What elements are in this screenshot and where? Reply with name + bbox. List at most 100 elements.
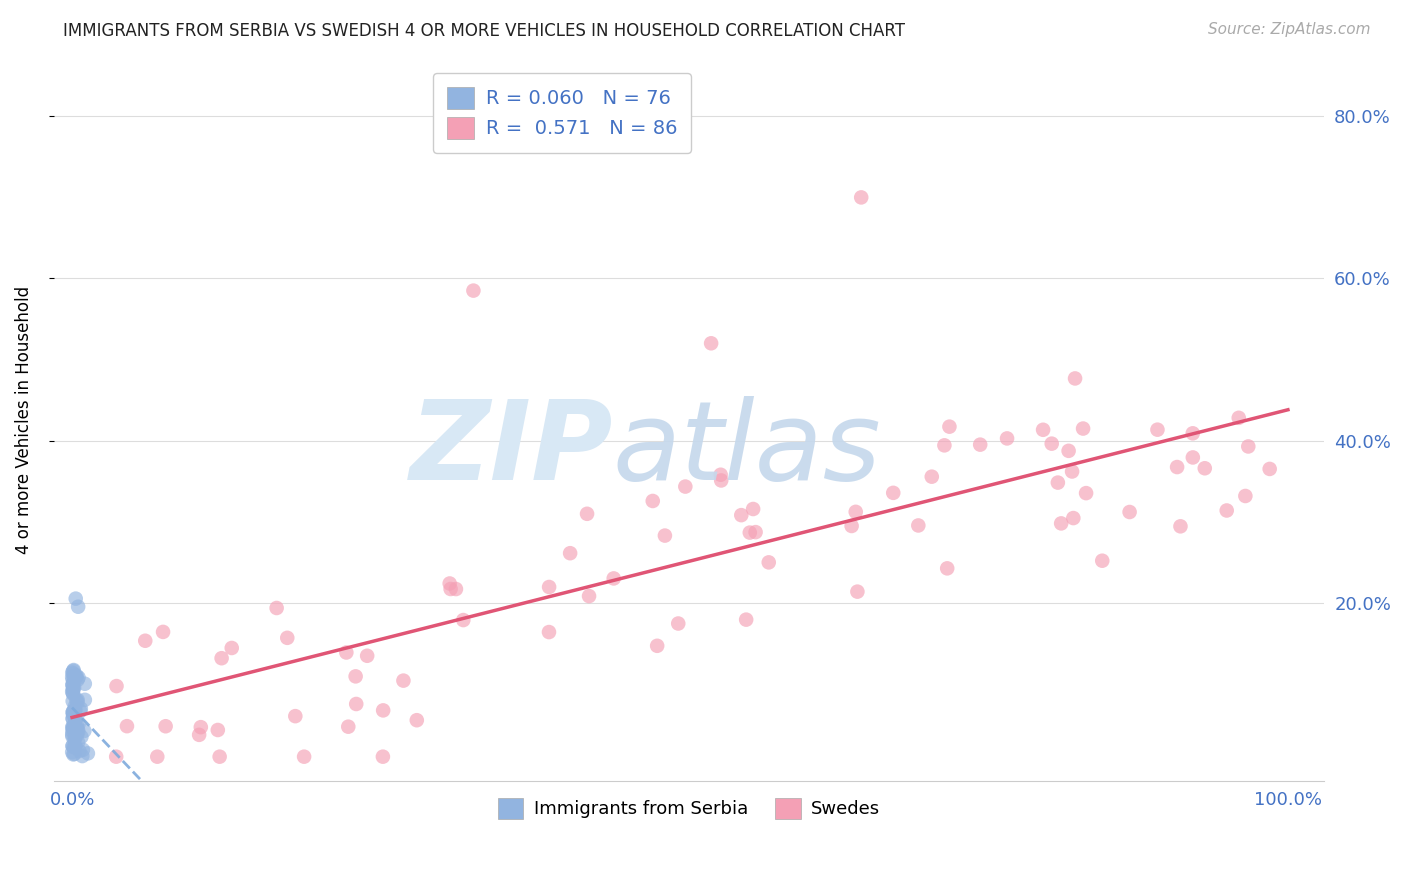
Point xyxy=(188,728,211,742)
Point xyxy=(700,336,723,351)
Point xyxy=(62,682,84,697)
Point xyxy=(65,670,87,684)
Point xyxy=(65,693,87,707)
Point xyxy=(841,519,863,533)
Point xyxy=(62,712,84,726)
Point xyxy=(190,720,212,734)
Point xyxy=(63,727,86,741)
Point xyxy=(641,494,664,508)
Point xyxy=(221,640,243,655)
Point xyxy=(65,669,87,683)
Point xyxy=(344,697,367,711)
Text: Source: ZipAtlas.com: Source: ZipAtlas.com xyxy=(1208,22,1371,37)
Point xyxy=(371,749,394,764)
Point xyxy=(73,677,96,691)
Point xyxy=(146,749,169,764)
Point xyxy=(356,648,378,663)
Legend: Immigrants from Serbia, Swedes: Immigrants from Serbia, Swedes xyxy=(491,791,887,826)
Point xyxy=(62,678,84,692)
Point xyxy=(938,419,960,434)
Point xyxy=(576,507,599,521)
Point xyxy=(1118,505,1140,519)
Point xyxy=(405,713,427,727)
Point xyxy=(155,719,177,733)
Point xyxy=(292,749,315,764)
Point xyxy=(744,525,766,540)
Point xyxy=(60,665,83,680)
Point xyxy=(63,681,86,695)
Point xyxy=(72,749,94,764)
Point xyxy=(1194,461,1216,475)
Point xyxy=(62,712,84,726)
Point xyxy=(65,721,87,735)
Point xyxy=(463,284,485,298)
Point xyxy=(558,546,581,560)
Point xyxy=(63,703,86,717)
Point xyxy=(65,591,87,606)
Point xyxy=(666,616,689,631)
Point xyxy=(969,437,991,451)
Point xyxy=(882,486,904,500)
Point xyxy=(344,669,367,683)
Point xyxy=(730,508,752,523)
Point xyxy=(73,693,96,707)
Point xyxy=(936,561,959,575)
Point xyxy=(60,729,83,743)
Point xyxy=(1040,436,1063,450)
Point xyxy=(62,722,84,736)
Point xyxy=(710,474,733,488)
Text: ZIP: ZIP xyxy=(409,396,613,503)
Point xyxy=(335,645,357,659)
Point xyxy=(152,624,174,639)
Point xyxy=(62,747,84,762)
Point xyxy=(337,720,360,734)
Point xyxy=(69,701,91,715)
Point xyxy=(907,518,929,533)
Point xyxy=(453,613,475,627)
Point xyxy=(60,727,83,741)
Point xyxy=(1215,503,1237,517)
Point xyxy=(62,740,84,755)
Point xyxy=(63,739,86,754)
Point xyxy=(60,745,83,759)
Point xyxy=(105,679,128,693)
Point xyxy=(1091,554,1114,568)
Point xyxy=(1181,426,1204,441)
Point xyxy=(1166,460,1188,475)
Point xyxy=(1237,440,1260,454)
Point xyxy=(1032,423,1054,437)
Point xyxy=(65,722,87,736)
Point xyxy=(63,733,86,747)
Point xyxy=(60,720,83,734)
Point xyxy=(63,672,86,686)
Point xyxy=(60,684,83,698)
Point xyxy=(63,704,86,718)
Point xyxy=(602,571,624,585)
Point xyxy=(65,739,87,754)
Point xyxy=(73,723,96,738)
Point xyxy=(62,678,84,692)
Point xyxy=(1181,450,1204,465)
Point xyxy=(62,721,84,735)
Point xyxy=(62,705,84,719)
Point xyxy=(62,720,84,734)
Point xyxy=(66,693,89,707)
Point xyxy=(1071,421,1094,435)
Point xyxy=(65,669,87,683)
Point xyxy=(439,576,461,591)
Point xyxy=(710,467,733,482)
Point xyxy=(392,673,415,688)
Point xyxy=(134,633,156,648)
Point xyxy=(1046,475,1069,490)
Point xyxy=(60,724,83,739)
Point xyxy=(62,681,84,696)
Point xyxy=(62,664,84,678)
Point xyxy=(537,625,560,640)
Point xyxy=(1057,443,1080,458)
Point xyxy=(67,599,90,614)
Point xyxy=(1146,423,1168,437)
Point xyxy=(67,671,90,685)
Point xyxy=(62,722,84,736)
Point xyxy=(208,749,231,764)
Point xyxy=(67,735,90,749)
